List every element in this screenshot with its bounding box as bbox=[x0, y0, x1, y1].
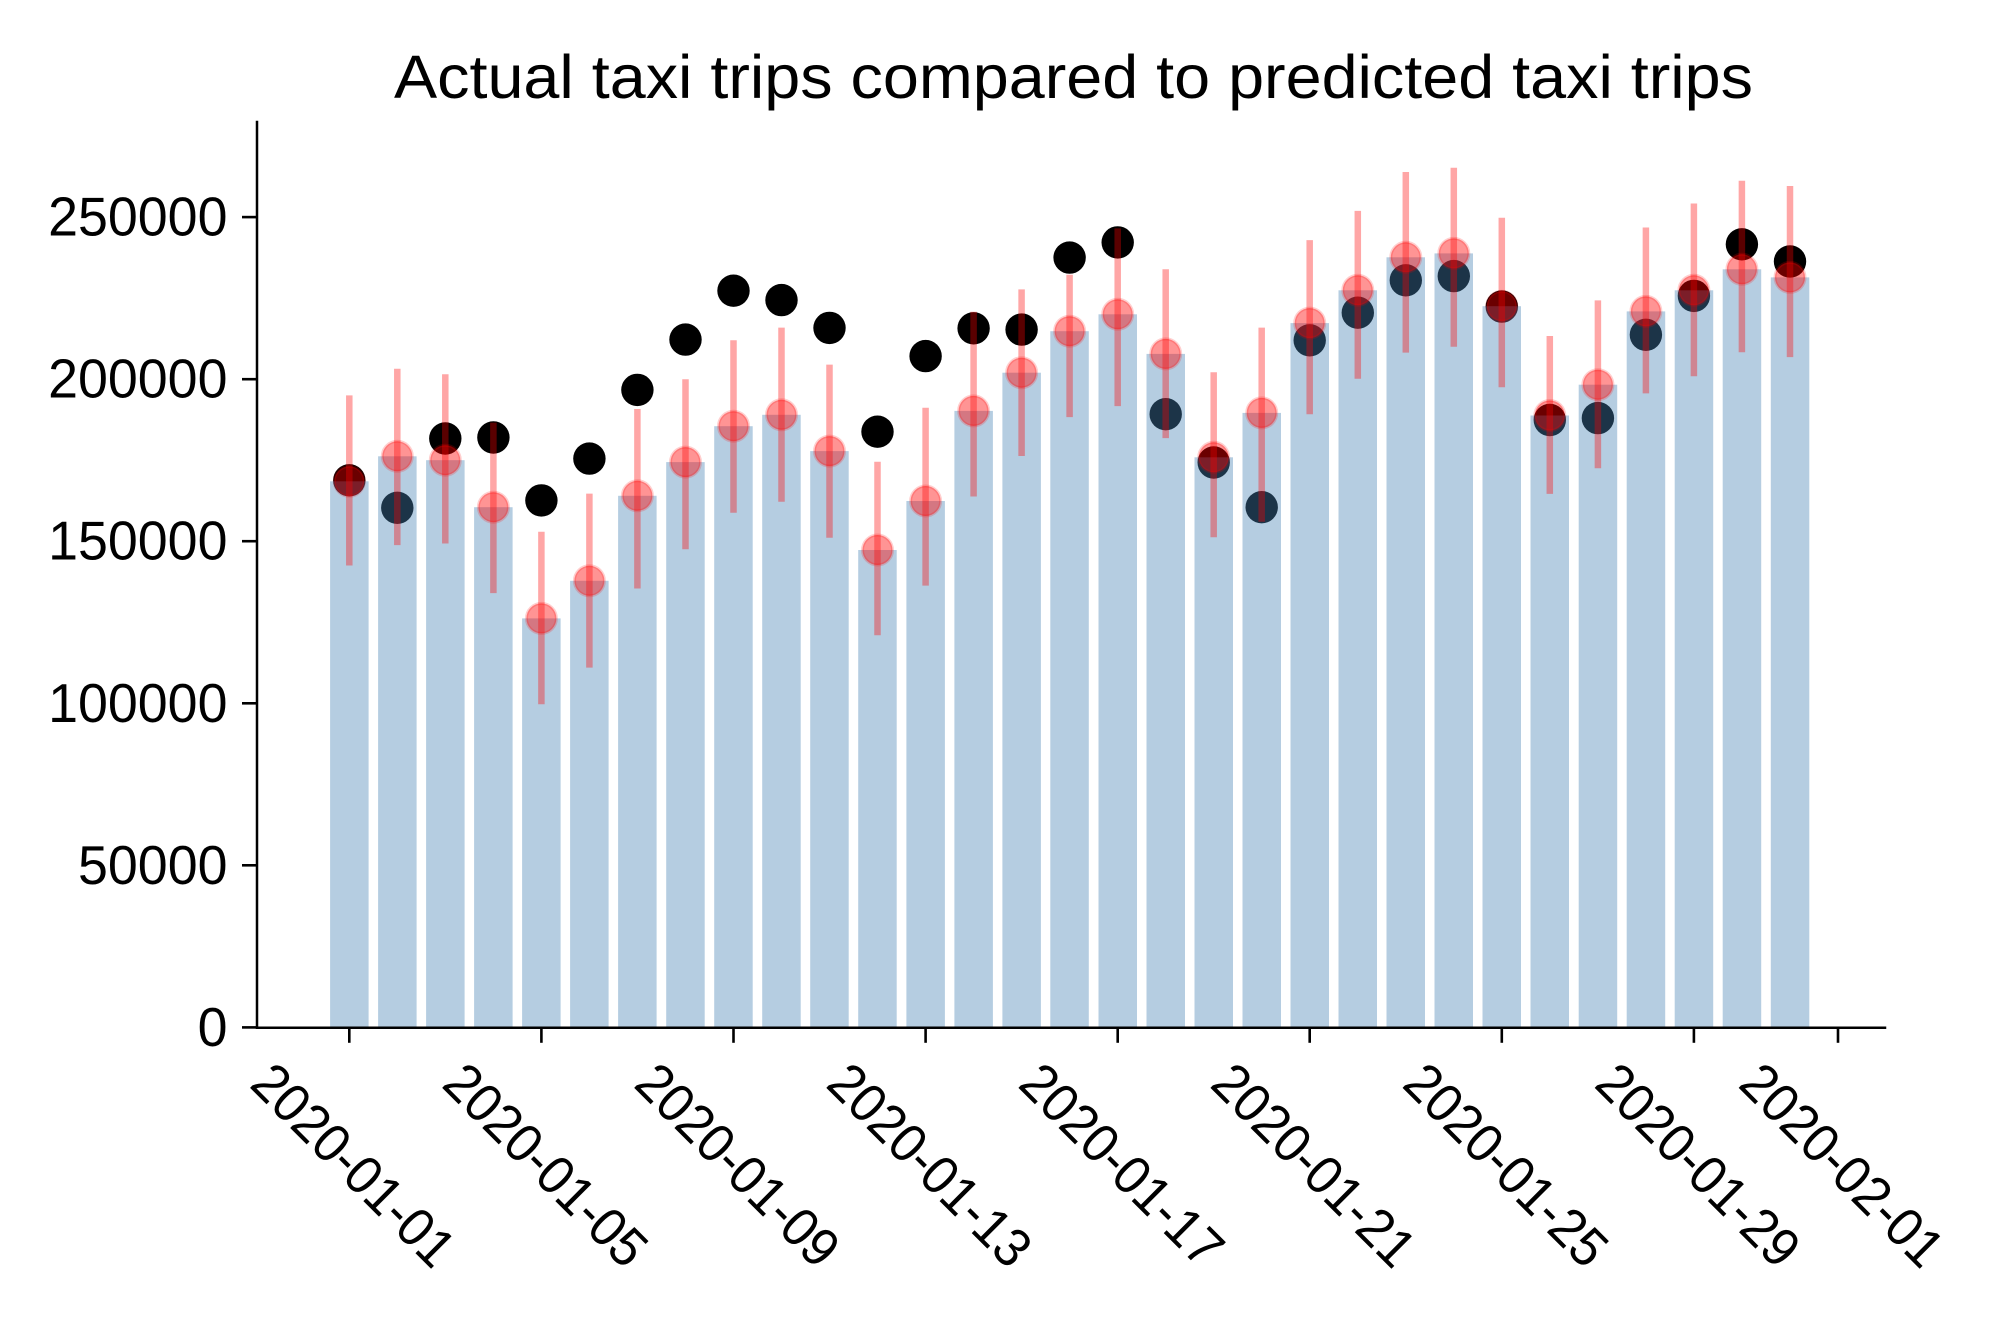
svg-text:250000: 250000 bbox=[48, 187, 227, 248]
svg-text:0: 0 bbox=[198, 997, 228, 1058]
svg-text:50000: 50000 bbox=[78, 835, 228, 896]
svg-text:150000: 150000 bbox=[48, 511, 227, 572]
svg-text:Actual taxi trips compared to: Actual taxi trips compared to predicted … bbox=[394, 43, 1753, 111]
svg-text:200000: 200000 bbox=[48, 349, 227, 410]
svg-text:100000: 100000 bbox=[48, 673, 227, 734]
